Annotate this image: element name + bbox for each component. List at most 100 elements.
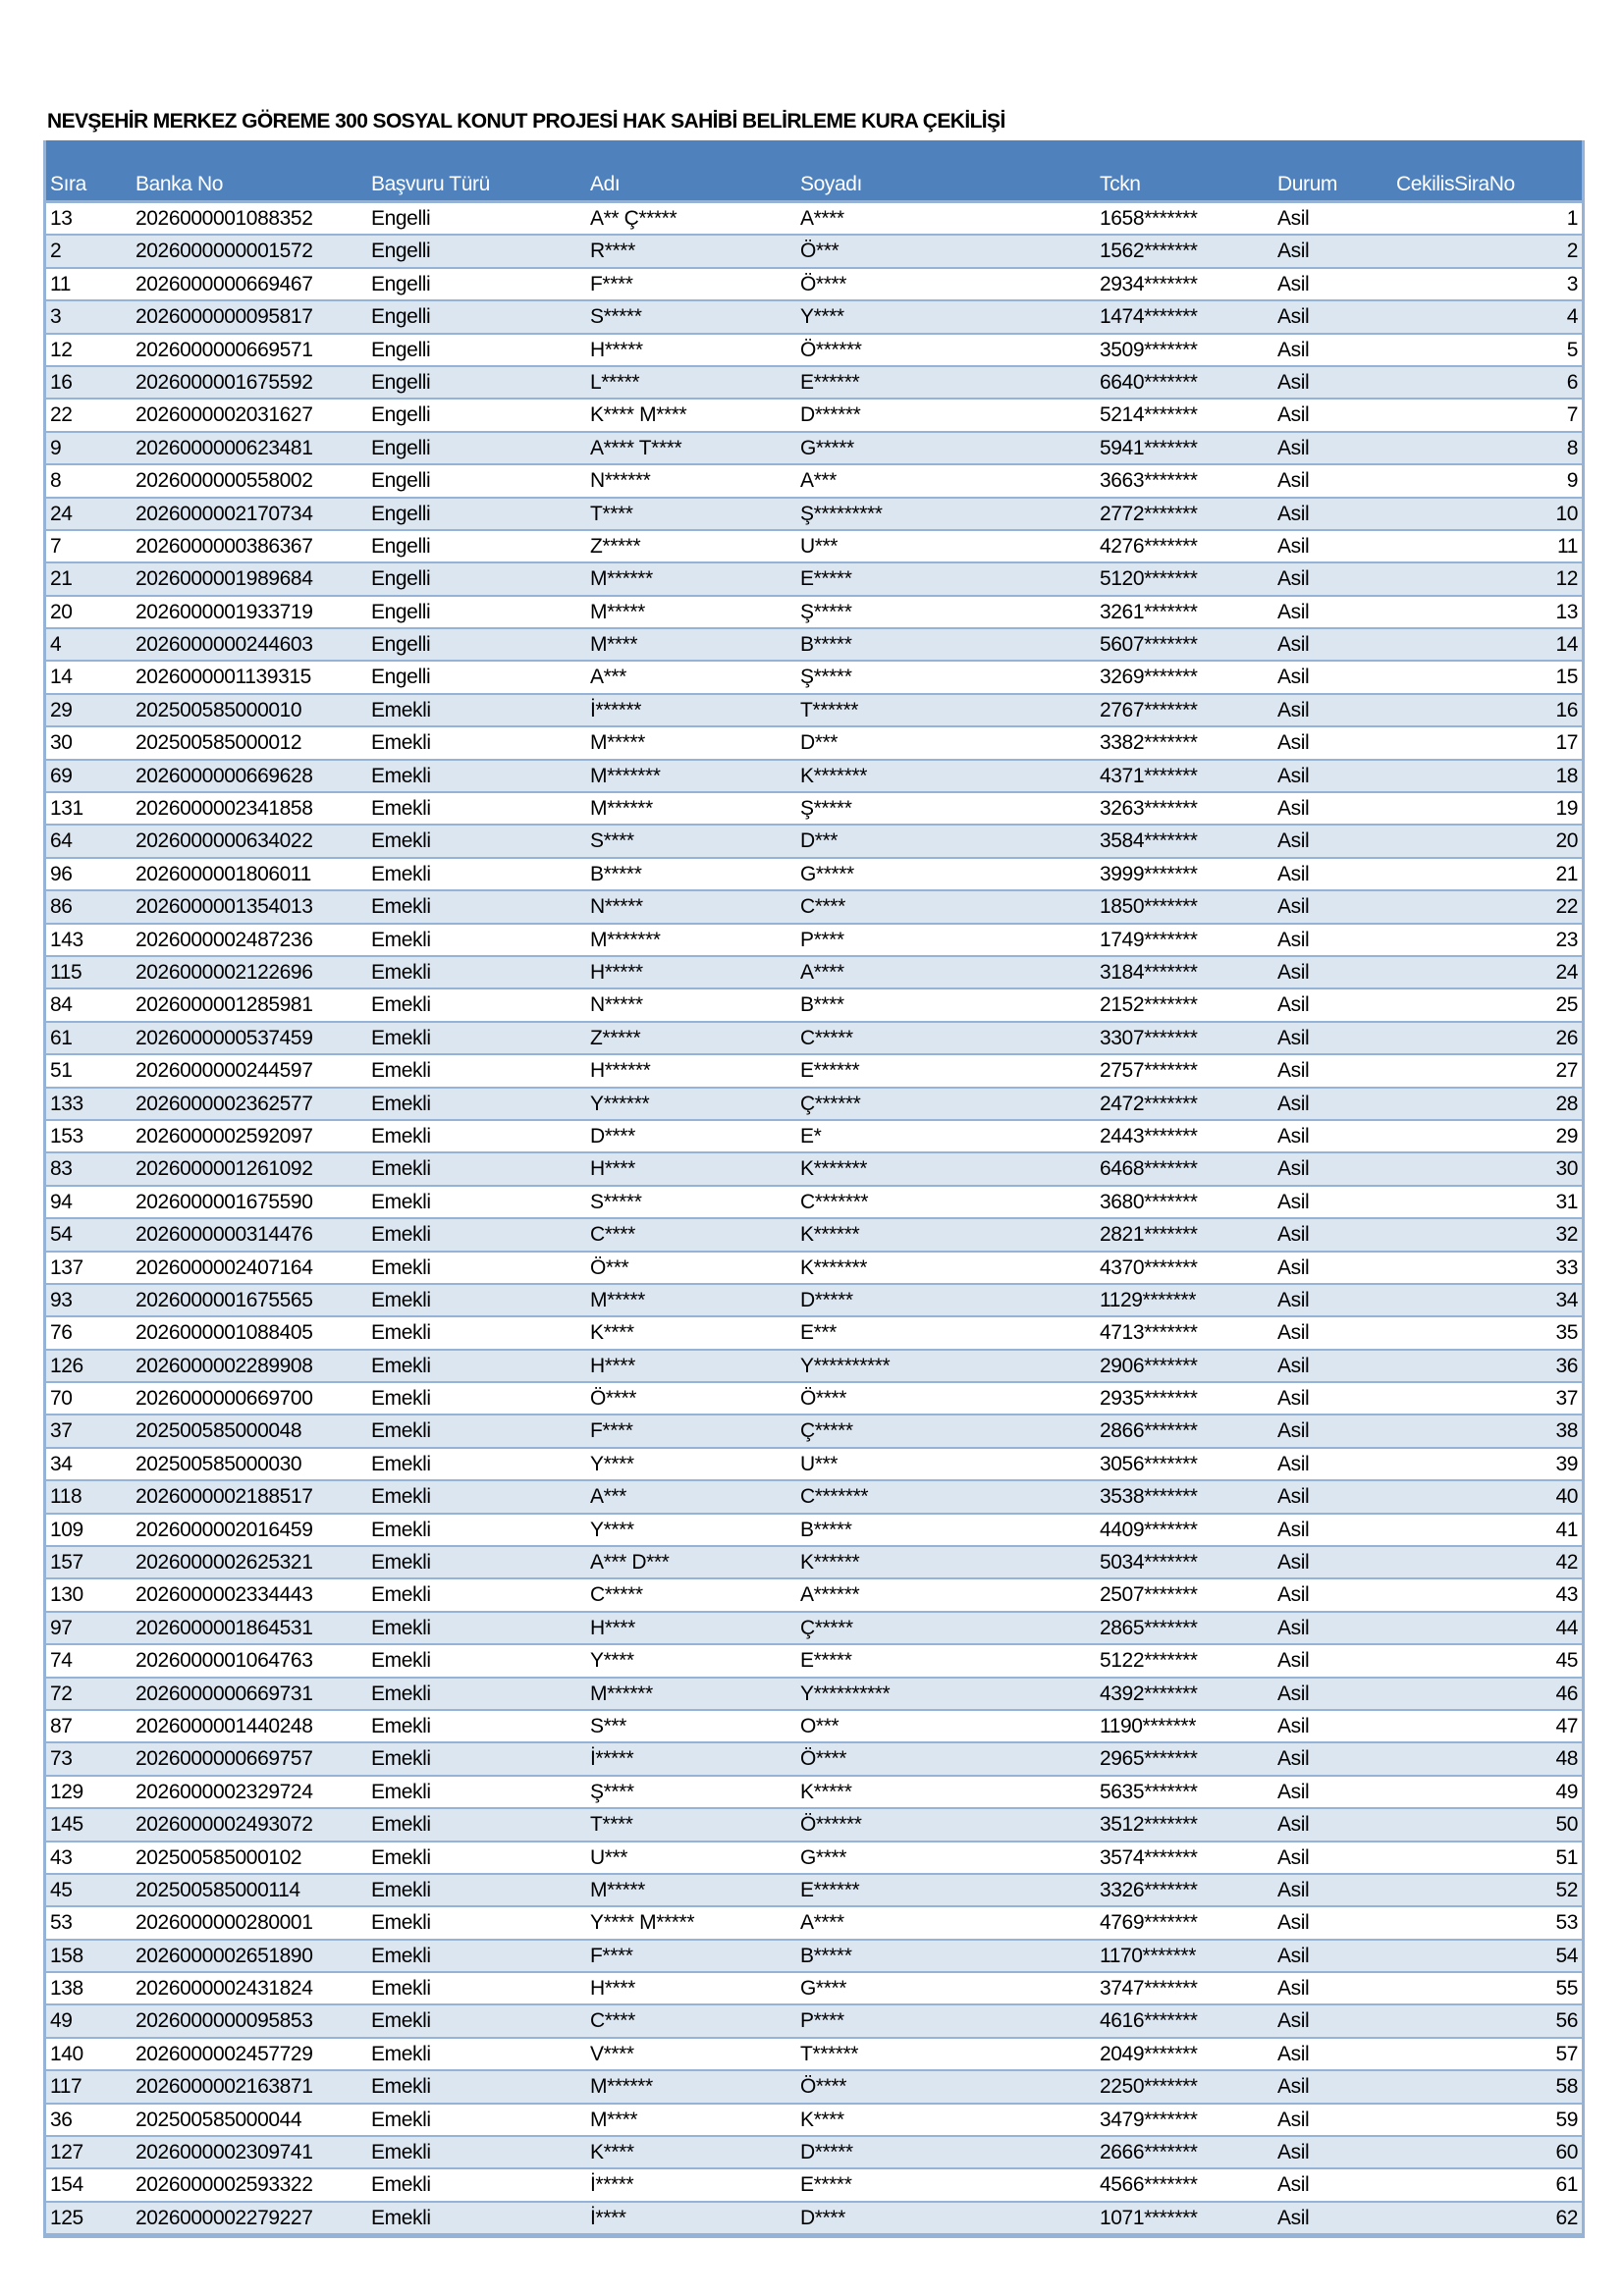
cell-banka-no: 2026000002279227 xyxy=(135,2206,313,2229)
cell-durum: Asil xyxy=(1277,2042,1310,2065)
cell-basvuru-turu: Emekli xyxy=(371,1977,431,2001)
cell-soyadi: Ç***** xyxy=(800,1616,853,1639)
cell-adi: T**** xyxy=(590,1813,633,1837)
cell-banka-no: 202500585000102 xyxy=(135,1845,302,1869)
cell-sira: 153 xyxy=(50,1124,83,1148)
column-header-tckn: Tckn xyxy=(1100,173,1141,195)
cell-durum: Asil xyxy=(1277,1354,1310,1377)
cell-tckn: 2443******* xyxy=(1100,1124,1198,1148)
table-row: 72 2026000000669731 Emekli M****** Y********… xyxy=(46,1678,1582,1711)
cell-sira: 86 xyxy=(50,895,73,919)
cell-adi: N***** xyxy=(590,895,643,919)
cell-cekilis-sira-no: 47 xyxy=(1555,1714,1578,1737)
cell-banka-no: 2026000001261092 xyxy=(135,1157,313,1181)
cell-adi: H**** xyxy=(590,1157,635,1181)
cell-basvuru-turu: Emekli xyxy=(371,1223,431,1247)
cell-soyadi: A****** xyxy=(800,1583,860,1607)
cell-adi: N****** xyxy=(590,469,651,493)
cell-banka-no: 2026000002334443 xyxy=(135,1583,313,1607)
table-row: 73 2026000000669757 Emekli İ***** Ö**** 2965*… xyxy=(46,1743,1582,1777)
cell-adi: H**** xyxy=(590,1616,635,1639)
cell-adi: A*** D*** xyxy=(590,1551,670,1575)
table-row: 53 2026000000280001 Emekli Y**** M***** A***… xyxy=(46,1907,1582,1941)
cell-adi: Ö*** xyxy=(590,1255,629,1279)
cell-tckn: 3663******* xyxy=(1100,469,1198,493)
table-row: 3 2026000000095817 Engelli S***** Y**** 1474*… xyxy=(46,301,1582,335)
cell-banka-no: 2026000002188517 xyxy=(135,1485,313,1509)
cell-tckn: 5607******* xyxy=(1100,633,1198,657)
cell-durum: Asil xyxy=(1277,567,1310,591)
cell-adi: H**** xyxy=(590,1354,635,1377)
table-row: 13 2026000001088352 Engelli A** Ç***** A****… xyxy=(46,203,1582,237)
cell-tckn: 4409******* xyxy=(1100,1518,1198,1541)
cell-basvuru-turu: Emekli xyxy=(371,1059,431,1083)
cell-soyadi: Ş***** xyxy=(800,600,852,623)
cell-tckn: 1129******* xyxy=(1100,1288,1196,1311)
cell-sira: 53 xyxy=(50,1911,73,1935)
cell-durum: Asil xyxy=(1277,1419,1310,1443)
cell-cekilis-sira-no: 54 xyxy=(1555,1944,1578,1967)
cell-basvuru-turu: Engelli xyxy=(371,436,431,459)
cell-durum: Asil xyxy=(1277,1452,1310,1475)
cell-tckn: 1658******* xyxy=(1100,207,1198,230)
cell-cekilis-sira-no: 24 xyxy=(1555,960,1578,984)
table-row: 16 2026000001675592 Engelli L***** E****** 66… xyxy=(46,366,1582,400)
cell-basvuru-turu: Engelli xyxy=(371,600,431,623)
cell-cekilis-sira-no: 61 xyxy=(1555,2173,1578,2197)
cell-durum: Asil xyxy=(1277,1682,1310,1705)
cell-durum: Asil xyxy=(1277,1977,1310,2001)
cell-tckn: 2250******* xyxy=(1100,2075,1198,2099)
cell-tckn: 3574******* xyxy=(1100,1845,1198,1869)
cell-cekilis-sira-no: 46 xyxy=(1555,1682,1578,1705)
table-row: 2 2026000000001572 Engelli R**** Ö*** 1562***… xyxy=(46,236,1582,269)
cell-adi: A** Ç***** xyxy=(590,207,677,230)
cell-tckn: 1474******* xyxy=(1100,305,1198,329)
table-row: 29 202500585000010 Emekli İ****** T****** 276… xyxy=(46,694,1582,728)
cell-cekilis-sira-no: 21 xyxy=(1555,862,1578,885)
cell-banka-no: 2026000002407164 xyxy=(135,1255,313,1279)
cell-cekilis-sira-no: 17 xyxy=(1555,731,1578,755)
cell-cekilis-sira-no: 40 xyxy=(1555,1485,1578,1509)
cell-durum: Asil xyxy=(1277,829,1310,853)
cell-cekilis-sira-no: 18 xyxy=(1555,764,1578,787)
cell-sira: 83 xyxy=(50,1157,73,1181)
cell-banka-no: 2026000000001572 xyxy=(135,240,313,263)
cell-tckn: 3261******* xyxy=(1100,600,1198,623)
cell-cekilis-sira-no: 38 xyxy=(1555,1419,1578,1443)
cell-basvuru-turu: Emekli xyxy=(371,993,431,1017)
cell-durum: Asil xyxy=(1277,633,1310,657)
cell-adi: İ**** xyxy=(590,2206,626,2229)
cell-banka-no: 2026000001675592 xyxy=(135,370,313,394)
cell-tckn: 2935******* xyxy=(1100,1387,1198,1411)
cell-banka-no: 2026000001088352 xyxy=(135,207,313,230)
cell-adi: M****** xyxy=(590,567,653,591)
table-row: 117 2026000002163871 Emekli M****** Ö**** 225… xyxy=(46,2071,1582,2105)
cell-cekilis-sira-no: 16 xyxy=(1555,698,1578,721)
cell-basvuru-turu: Emekli xyxy=(371,829,431,853)
cell-durum: Asil xyxy=(1277,1059,1310,1083)
table-row: 24 2026000002170734 Engelli T**** Ş*********… xyxy=(46,498,1582,531)
cell-cekilis-sira-no: 12 xyxy=(1555,567,1578,591)
cell-soyadi: D***** xyxy=(800,2141,853,2164)
cell-sira: 138 xyxy=(50,1977,83,2001)
cell-tckn: 4616******* xyxy=(1100,2009,1198,2033)
cell-banka-no: 2026000001675590 xyxy=(135,1190,313,1213)
cell-durum: Asil xyxy=(1277,1780,1310,1803)
cell-soyadi: D***** xyxy=(800,1288,853,1311)
cell-tckn: 4769******* xyxy=(1100,1911,1198,1935)
cell-durum: Asil xyxy=(1277,305,1310,329)
cell-soyadi: Ö*** xyxy=(800,240,839,263)
cell-adi: M***** xyxy=(590,1878,645,1901)
cell-tckn: 2049******* xyxy=(1100,2042,1198,2065)
cell-cekilis-sira-no: 28 xyxy=(1555,1092,1578,1115)
cell-adi: D**** xyxy=(590,1124,635,1148)
cell-soyadi: K****** xyxy=(800,1551,860,1575)
cell-soyadi: Y********** xyxy=(800,1682,891,1705)
cell-tckn: 5034******* xyxy=(1100,1551,1198,1575)
cell-cekilis-sira-no: 23 xyxy=(1555,928,1578,951)
cell-adi: F**** xyxy=(590,1419,633,1443)
cell-adi: C**** xyxy=(590,1223,635,1247)
cell-cekilis-sira-no: 22 xyxy=(1555,895,1578,919)
cell-cekilis-sira-no: 29 xyxy=(1555,1124,1578,1148)
cell-durum: Asil xyxy=(1277,2108,1310,2131)
